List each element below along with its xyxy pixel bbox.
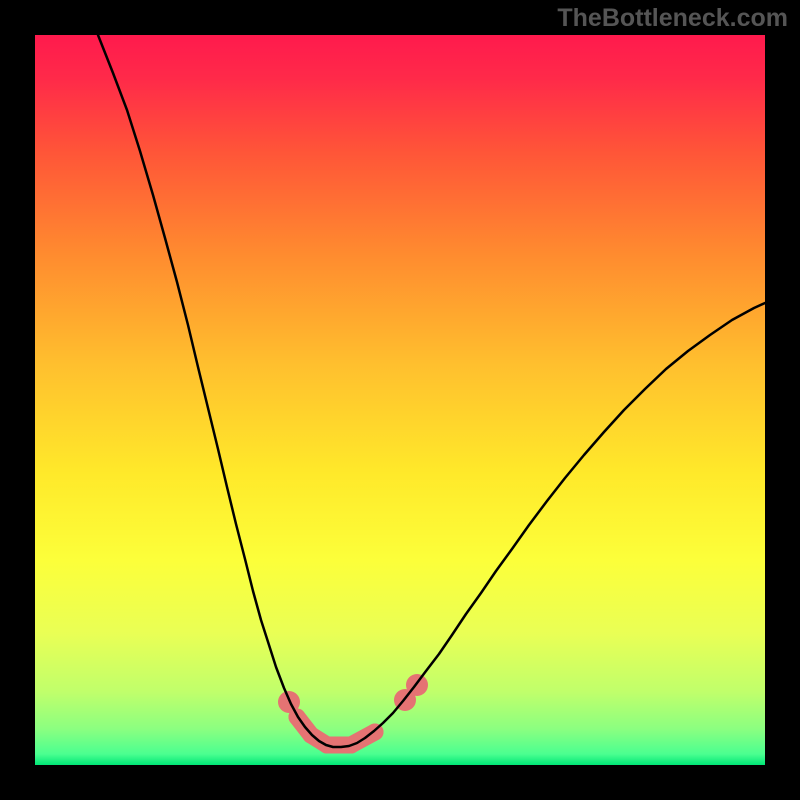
watermark-text: TheBottleneck.com bbox=[557, 4, 788, 33]
figure-canvas: TheBottleneck.com bbox=[0, 0, 800, 800]
gradient-background bbox=[35, 35, 765, 765]
plot-area bbox=[35, 35, 765, 765]
plot-svg bbox=[35, 35, 765, 765]
